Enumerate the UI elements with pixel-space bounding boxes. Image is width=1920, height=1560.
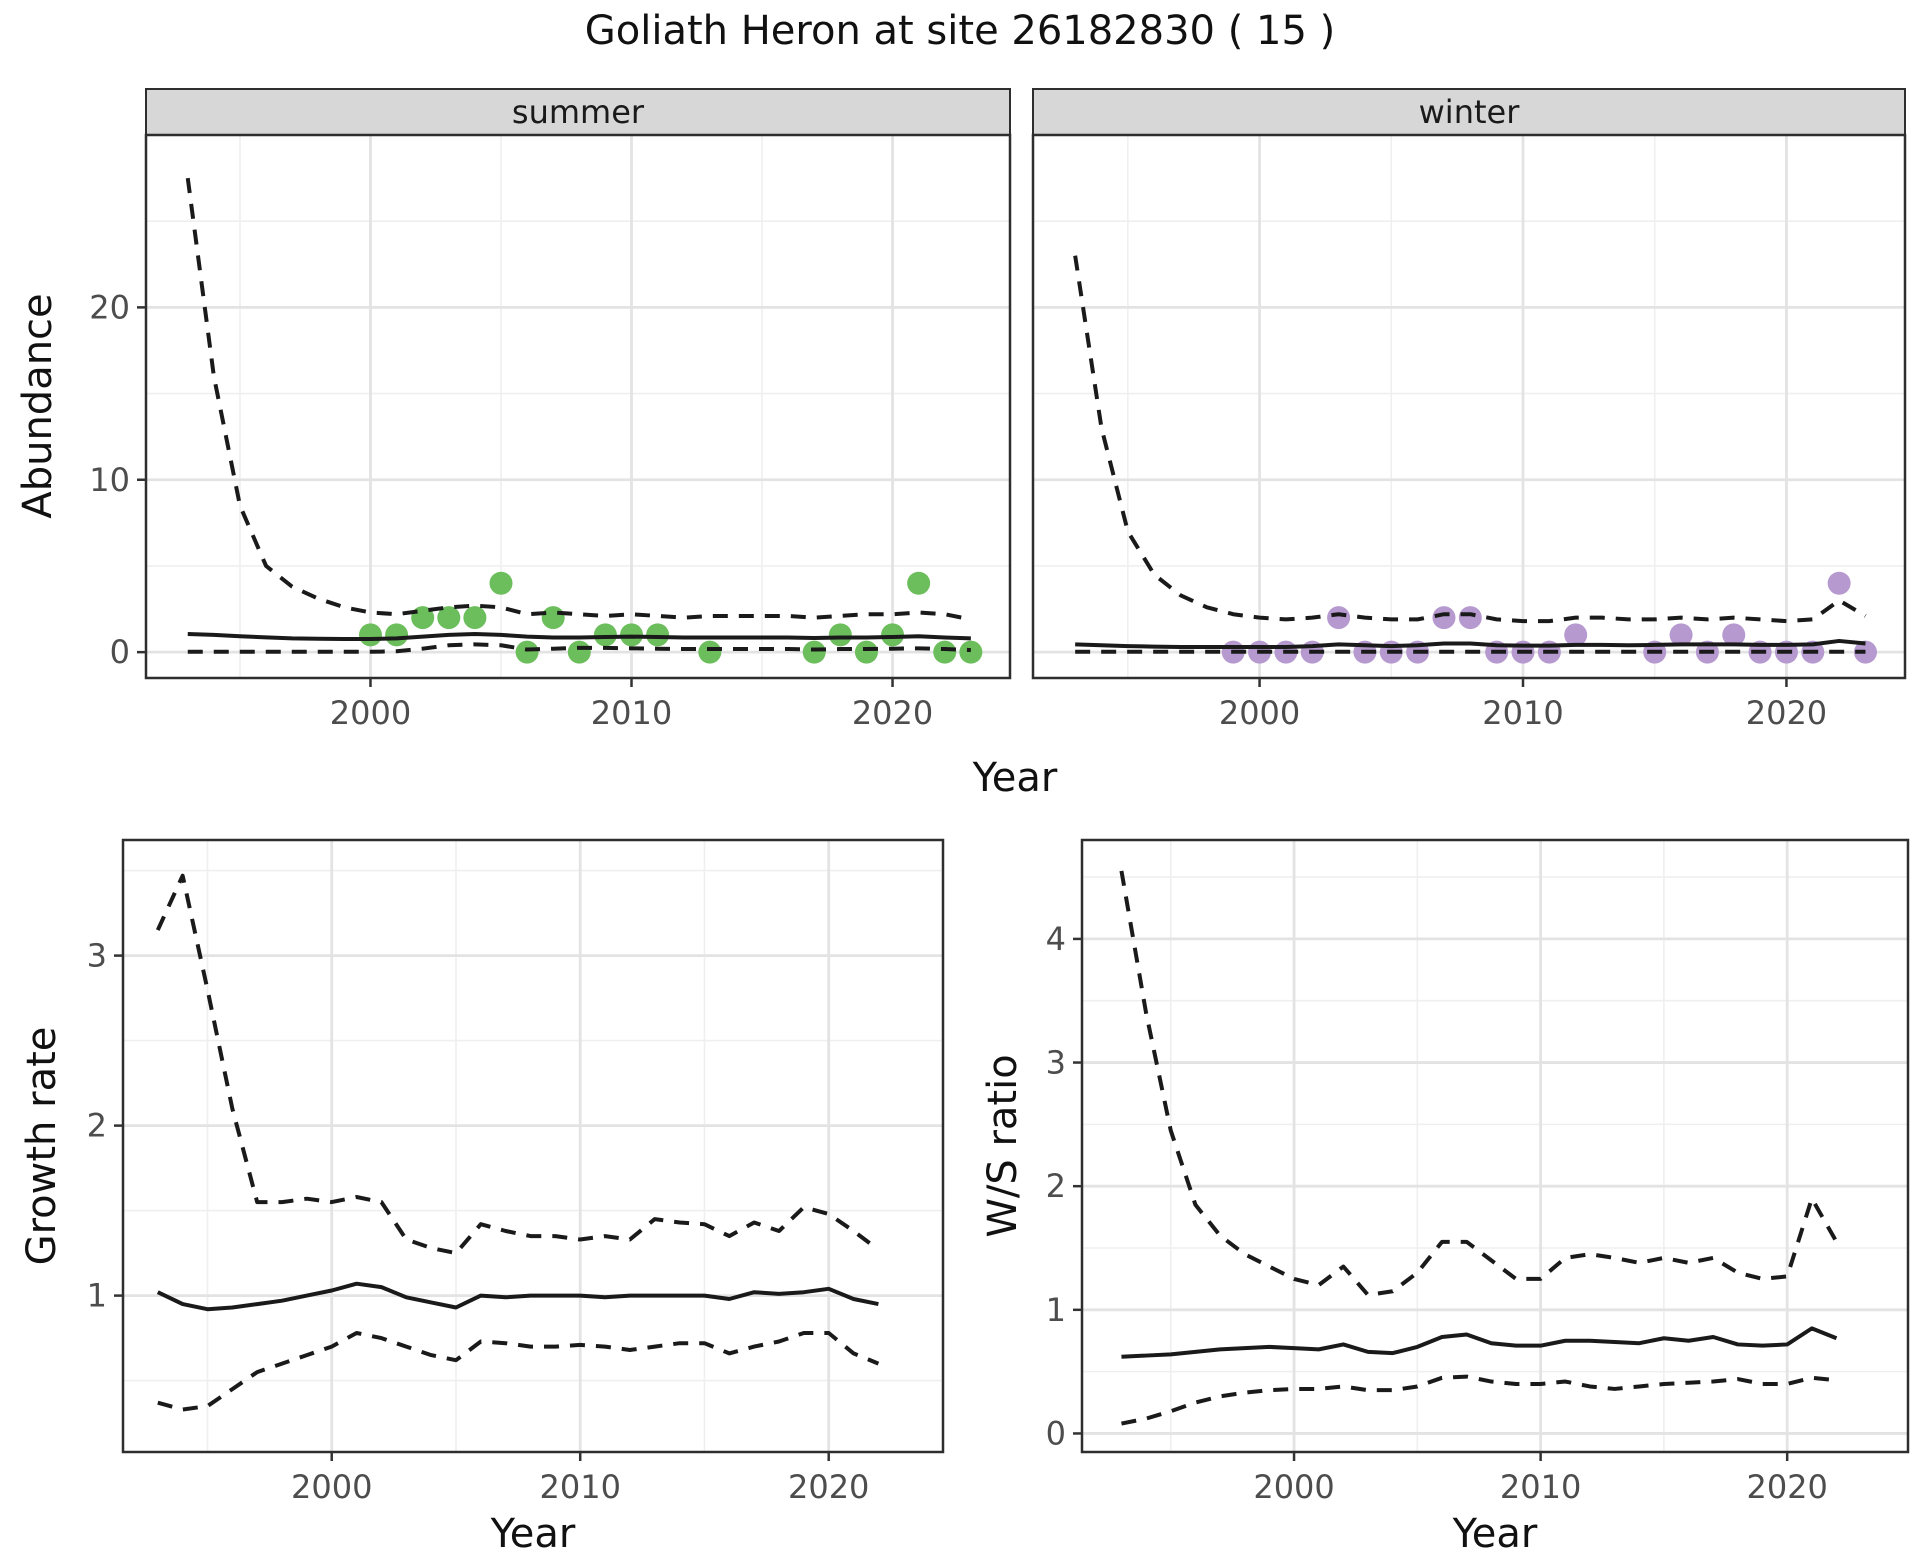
median-line [1121,1326,1838,1359]
credible-interval-lower-line [187,642,971,654]
data-point [567,640,591,664]
data-point [1432,606,1456,630]
x-tick-label: 2000 [1253,1468,1334,1506]
data-point [959,640,983,664]
figure-title: Goliath Heron at site 26182830 ( 15 ) [584,8,1336,54]
y-tick-label: 10 [89,461,130,499]
x-tick-label: 2010 [591,694,672,732]
x-tick-label: 2020 [1746,694,1827,732]
panel-border [121,838,945,1454]
y-tick-label: 20 [89,288,130,326]
data-point [1722,623,1746,647]
facet-strip-winter: winter [1032,88,1906,136]
data-point [541,606,565,630]
panel-border [1080,838,1910,1454]
panel-border [1031,133,1907,680]
y-tick-label: 4 [1046,920,1066,958]
median-line [156,1281,879,1312]
y-tick-label: 0 [1046,1414,1066,1452]
x-tick-label: 2010 [1482,694,1563,732]
panel-border [144,133,1012,680]
data-point [698,640,722,664]
y-tick-label: 1 [87,1277,107,1315]
data-point [802,640,826,664]
data-point [854,640,878,664]
x-tick-label: 2000 [330,694,411,732]
x-tick-label: 2020 [852,694,933,732]
x-tick-label: 2020 [788,1468,869,1506]
data-point [1827,571,1851,595]
data-point [881,623,905,647]
y-tick-label: 1 [1046,1291,1066,1329]
data-point [385,623,409,647]
median-line [1075,638,1866,649]
x-axis-title-year-top: Year [972,755,1058,801]
credible-interval-upper-line [185,177,972,622]
credible-interval-upper-line [155,873,880,1256]
data-point [1669,623,1693,647]
credible-interval-lower-line [157,1331,880,1412]
data-point [1564,623,1588,647]
data-point [358,623,382,647]
credible-interval-lower-line [1121,1374,1837,1426]
data-point [828,623,852,647]
credible-interval-upper-line [1073,255,1867,624]
data-point [933,640,957,664]
x-tick-label: 2010 [1500,1468,1581,1506]
data-point [1327,606,1351,630]
median-line [187,632,971,642]
facet-strip-summer-label: summer [511,93,645,131]
x-axis-title-year-growth: Year [490,1511,576,1557]
facet-strip-winter-label: winter [1418,93,1520,131]
y-tick-label: 2 [87,1107,107,1145]
y-tick-label: 3 [1046,1044,1066,1082]
x-tick-label: 2010 [539,1468,620,1506]
y-tick-label: 3 [87,937,107,975]
x-tick-label: 2000 [291,1468,372,1506]
x-axis-title-year-ws: Year [1452,1511,1538,1557]
data-point [437,606,461,630]
x-tick-label: 2000 [1219,694,1300,732]
y-tick-label: 0 [110,633,130,671]
data-point [489,571,513,595]
data-point [1458,606,1482,630]
data-point [907,571,931,595]
data-point [515,640,539,664]
data-point [593,623,617,647]
data-point [463,606,487,630]
credible-interval-upper-line [1119,870,1839,1297]
x-tick-label: 2020 [1746,1468,1827,1506]
y-tick-label: 2 [1046,1167,1066,1205]
data-point [646,623,670,647]
facet-strip-summer: summer [145,88,1011,136]
